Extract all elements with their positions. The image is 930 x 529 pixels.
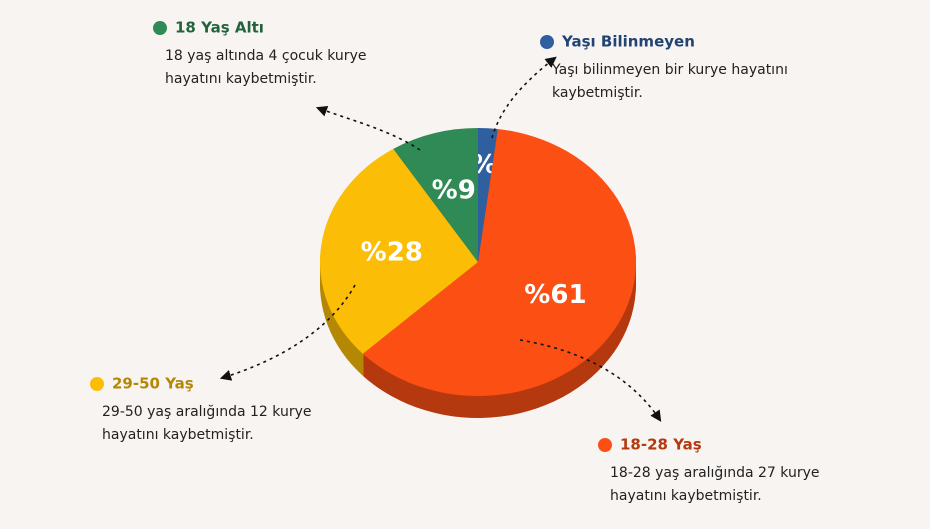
description: 29-50 yaş aralığında 12 kurye: [102, 404, 311, 420]
description: hayatını kaybetmiştir.: [610, 488, 762, 504]
arrow: [315, 105, 421, 151]
legend-label: 18-28 Yaş: [620, 436, 702, 454]
legend-dot: [540, 35, 554, 49]
description: Yaşı bilinmeyen bir kurye hayatını: [551, 62, 788, 78]
arrow: [219, 284, 356, 381]
slice: [478, 128, 498, 262]
description: kaybetmiştir.: [552, 85, 643, 101]
legend-label: 29-50 Yaş: [112, 375, 194, 393]
description: hayatını kaybetmiştir.: [102, 427, 254, 443]
legend-dot: [153, 21, 167, 35]
pie: %2%61%28%9: [319, 128, 636, 418]
legend-label: 18 Yaş Altı: [175, 19, 264, 37]
description: 18-28 yaş aralığında 27 kurye: [610, 465, 819, 481]
description: hayatını kaybetmiştir.: [165, 71, 317, 87]
slice-label: %9: [432, 176, 476, 206]
annotations: Yaşı Bilinmeyen Yaşı bilinmeyen bir kurye…: [90, 19, 819, 504]
slice: [393, 128, 478, 262]
legend-dot: [90, 377, 104, 391]
slice: [319, 148, 478, 354]
slice-label: %61: [524, 280, 586, 310]
arrow: [491, 56, 557, 139]
description: 18 yaş altında 4 çocuk kurye: [165, 48, 366, 64]
legend-label: Yaşı Bilinmeyen: [561, 33, 695, 51]
slice: [362, 129, 636, 396]
slice-label: %28: [361, 237, 423, 267]
arrow: [519, 339, 662, 422]
legend-dot: [598, 438, 612, 452]
